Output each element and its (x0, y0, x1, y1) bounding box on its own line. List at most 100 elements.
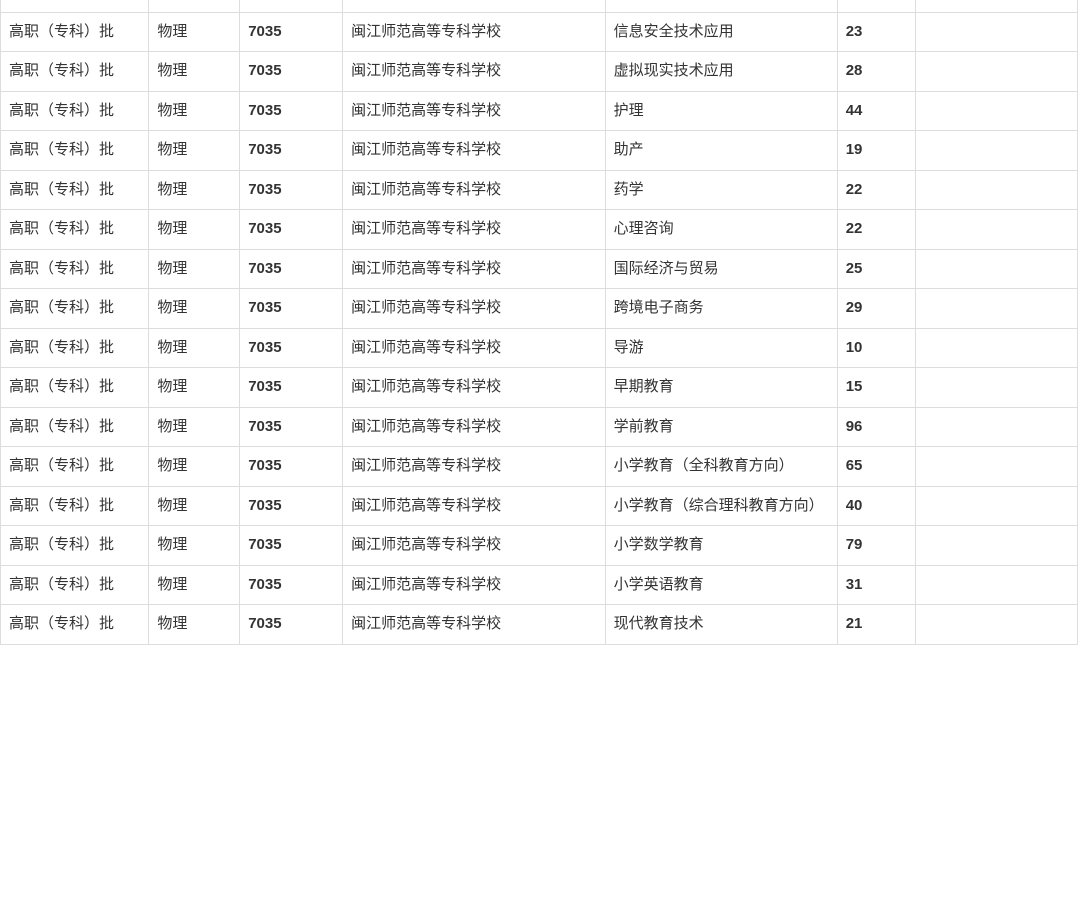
admissions-table: 高职（专科）批物理7035闽江师范高等专科学校大数据技术21高职（专科）批物理7… (0, 0, 1078, 645)
cell-batch: 高职（专科）批 (1, 210, 149, 250)
cell-batch: 高职（专科）批 (1, 328, 149, 368)
cell-subject: 物理 (149, 289, 240, 329)
cell-subject: 物理 (149, 91, 240, 131)
cell-code: 7035 (240, 0, 343, 12)
cell-extra (916, 447, 1078, 487)
cell-school: 闽江师范高等专科学校 (343, 249, 605, 289)
cell-extra (916, 52, 1078, 92)
table-row: 高职（专科）批物理7035闽江师范高等专科学校小学英语教育31 (1, 565, 1078, 605)
cell-count: 22 (837, 170, 916, 210)
cell-subject: 物理 (149, 0, 240, 12)
cell-school: 闽江师范高等专科学校 (343, 565, 605, 605)
cell-school: 闽江师范高等专科学校 (343, 407, 605, 447)
cell-subject: 物理 (149, 328, 240, 368)
cell-extra (916, 605, 1078, 645)
cell-subject: 物理 (149, 565, 240, 605)
cell-count: 40 (837, 486, 916, 526)
cell-count: 44 (837, 91, 916, 131)
cell-school: 闽江师范高等专科学校 (343, 12, 605, 52)
cell-school: 闽江师范高等专科学校 (343, 486, 605, 526)
cell-subject: 物理 (149, 486, 240, 526)
cell-school: 闽江师范高等专科学校 (343, 526, 605, 566)
cell-code: 7035 (240, 91, 343, 131)
cell-subject: 物理 (149, 210, 240, 250)
cell-school: 闽江师范高等专科学校 (343, 605, 605, 645)
cell-major: 学前教育 (605, 407, 837, 447)
cell-code: 7035 (240, 447, 343, 487)
cell-major: 虚拟现实技术应用 (605, 52, 837, 92)
cell-batch: 高职（专科）批 (1, 486, 149, 526)
table-row: 高职（专科）批物理7035闽江师范高等专科学校心理咨询22 (1, 210, 1078, 250)
table-row: 高职（专科）批物理7035闽江师范高等专科学校小学教育（全科教育方向）65 (1, 447, 1078, 487)
cell-batch: 高职（专科）批 (1, 0, 149, 12)
cell-school: 闽江师范高等专科学校 (343, 0, 605, 12)
cell-count: 10 (837, 328, 916, 368)
table-row: 高职（专科）批物理7035闽江师范高等专科学校早期教育15 (1, 368, 1078, 408)
table-row: 高职（专科）批物理7035闽江师范高等专科学校药学22 (1, 170, 1078, 210)
cell-school: 闽江师范高等专科学校 (343, 170, 605, 210)
cell-count: 31 (837, 565, 916, 605)
cell-major: 小学数学教育 (605, 526, 837, 566)
cell-subject: 物理 (149, 605, 240, 645)
cell-batch: 高职（专科）批 (1, 289, 149, 329)
cell-major: 药学 (605, 170, 837, 210)
cell-extra (916, 210, 1078, 250)
table-row: 高职（专科）批物理7035闽江师范高等专科学校虚拟现实技术应用28 (1, 52, 1078, 92)
cell-code: 7035 (240, 605, 343, 645)
cell-code: 7035 (240, 565, 343, 605)
cell-count: 96 (837, 407, 916, 447)
cell-extra (916, 526, 1078, 566)
cell-subject: 物理 (149, 52, 240, 92)
cell-major: 护理 (605, 91, 837, 131)
cell-subject: 物理 (149, 170, 240, 210)
cell-batch: 高职（专科）批 (1, 170, 149, 210)
cell-count: 21 (837, 0, 916, 12)
cell-code: 7035 (240, 526, 343, 566)
cell-major: 信息安全技术应用 (605, 12, 837, 52)
cell-extra (916, 170, 1078, 210)
cell-batch: 高职（专科）批 (1, 249, 149, 289)
cell-extra (916, 289, 1078, 329)
cell-extra (916, 407, 1078, 447)
cell-batch: 高职（专科）批 (1, 526, 149, 566)
cell-batch: 高职（专科）批 (1, 447, 149, 487)
cell-major: 小学教育（综合理科教育方向） (605, 486, 837, 526)
cell-major: 国际经济与贸易 (605, 249, 837, 289)
cell-count: 21 (837, 605, 916, 645)
cell-extra (916, 368, 1078, 408)
table-row: 高职（专科）批物理7035闽江师范高等专科学校小学数学教育79 (1, 526, 1078, 566)
cell-code: 7035 (240, 170, 343, 210)
cell-count: 79 (837, 526, 916, 566)
cell-school: 闽江师范高等专科学校 (343, 131, 605, 171)
cell-code: 7035 (240, 249, 343, 289)
cell-school: 闽江师范高等专科学校 (343, 289, 605, 329)
cell-school: 闽江师范高等专科学校 (343, 447, 605, 487)
cell-major: 心理咨询 (605, 210, 837, 250)
cell-extra (916, 328, 1078, 368)
cell-code: 7035 (240, 486, 343, 526)
cell-major: 小学英语教育 (605, 565, 837, 605)
cell-major: 导游 (605, 328, 837, 368)
cell-subject: 物理 (149, 368, 240, 408)
cell-code: 7035 (240, 12, 343, 52)
cell-count: 65 (837, 447, 916, 487)
cell-subject: 物理 (149, 526, 240, 566)
cell-batch: 高职（专科）批 (1, 605, 149, 645)
table-row: 高职（专科）批物理7035闽江师范高等专科学校信息安全技术应用23 (1, 12, 1078, 52)
cell-major: 大数据技术 (605, 0, 837, 12)
cell-count: 25 (837, 249, 916, 289)
cell-batch: 高职（专科）批 (1, 91, 149, 131)
cell-school: 闽江师范高等专科学校 (343, 91, 605, 131)
cell-major: 跨境电子商务 (605, 289, 837, 329)
cell-extra (916, 131, 1078, 171)
cell-extra (916, 12, 1078, 52)
cell-batch: 高职（专科）批 (1, 52, 149, 92)
cell-subject: 物理 (149, 131, 240, 171)
cell-school: 闽江师范高等专科学校 (343, 368, 605, 408)
table-row: 高职（专科）批物理7035闽江师范高等专科学校国际经济与贸易25 (1, 249, 1078, 289)
cell-count: 22 (837, 210, 916, 250)
cell-school: 闽江师范高等专科学校 (343, 328, 605, 368)
cell-count: 28 (837, 52, 916, 92)
cell-extra (916, 486, 1078, 526)
cell-major: 现代教育技术 (605, 605, 837, 645)
